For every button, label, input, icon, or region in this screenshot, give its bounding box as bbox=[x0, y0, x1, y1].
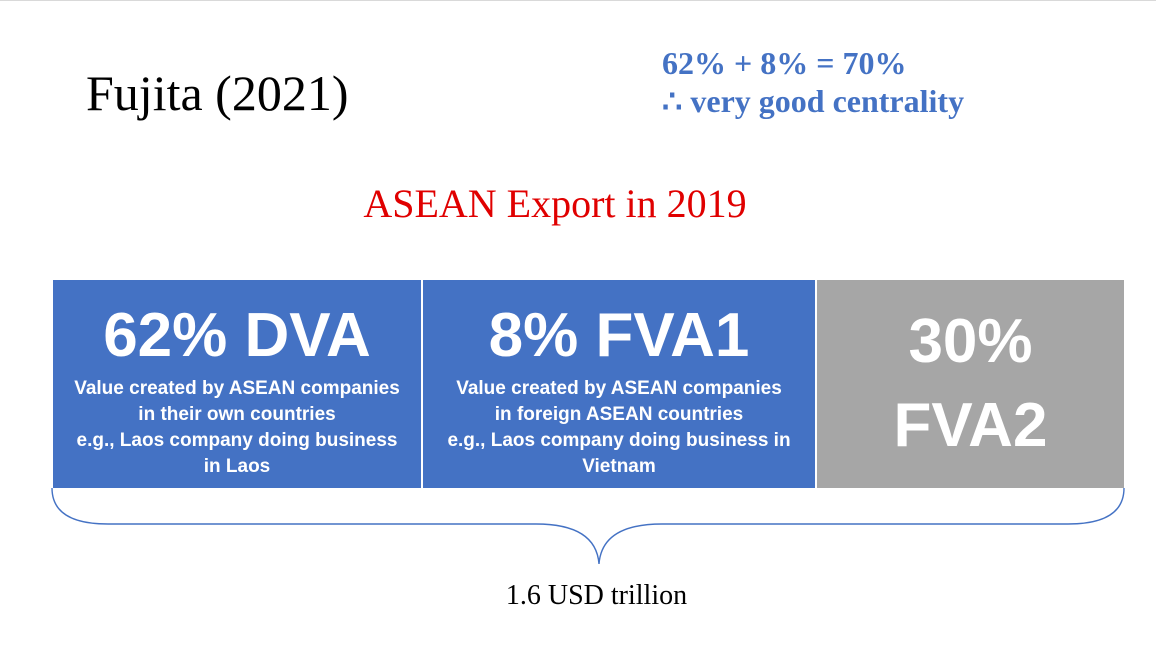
fva1-desc-line: e.g., Laos company doing business in bbox=[447, 430, 791, 451]
fva1-desc-line: in foreign ASEAN countries bbox=[494, 404, 744, 425]
slide-top-border bbox=[0, 0, 1156, 1]
total-value: 1.6 USD trillion bbox=[505, 580, 688, 611]
fva1-desc-line: Vietnam bbox=[582, 456, 656, 477]
formula-block: 62% + 8% = 70% ∴ very good centrality bbox=[662, 44, 964, 120]
dva-description: Value created by ASEAN companies in thei… bbox=[74, 376, 400, 480]
total-brace bbox=[51, 487, 1125, 565]
fva1-description: Value created by ASEAN companies in fore… bbox=[447, 376, 790, 480]
fva2-label: FVA2 bbox=[893, 391, 1048, 460]
dva-heading: 62% DVA bbox=[103, 301, 371, 370]
dva-box: 62% DVA Value created by ASEAN companies… bbox=[53, 280, 423, 488]
export-composition-boxes: 62% DVA Value created by ASEAN companies… bbox=[52, 279, 1125, 489]
dva-desc-line: e.g., Laos company doing business bbox=[76, 430, 398, 451]
fva1-heading: 8% FVA1 bbox=[488, 301, 750, 370]
dva-desc-line: in their own countries bbox=[138, 404, 336, 425]
slide-title: Fujita (2021) bbox=[86, 65, 349, 121]
fva2-box: 30% FVA2 bbox=[817, 280, 1124, 488]
dva-desc-line: in Laos bbox=[203, 456, 271, 477]
fva2-percent: 30% bbox=[908, 307, 1033, 376]
formula-conclusion: ∴ very good centrality bbox=[662, 83, 965, 119]
fva1-box: 8% FVA1 Value created by ASEAN companies… bbox=[423, 280, 817, 488]
fva1-desc-line: Value created by ASEAN companies bbox=[456, 378, 782, 399]
dva-desc-line: Value created by ASEAN companies bbox=[74, 378, 400, 399]
formula-equation: 62% + 8% = 70% bbox=[662, 45, 907, 81]
diagram-subtitle: ASEAN Export in 2019 bbox=[363, 181, 747, 226]
